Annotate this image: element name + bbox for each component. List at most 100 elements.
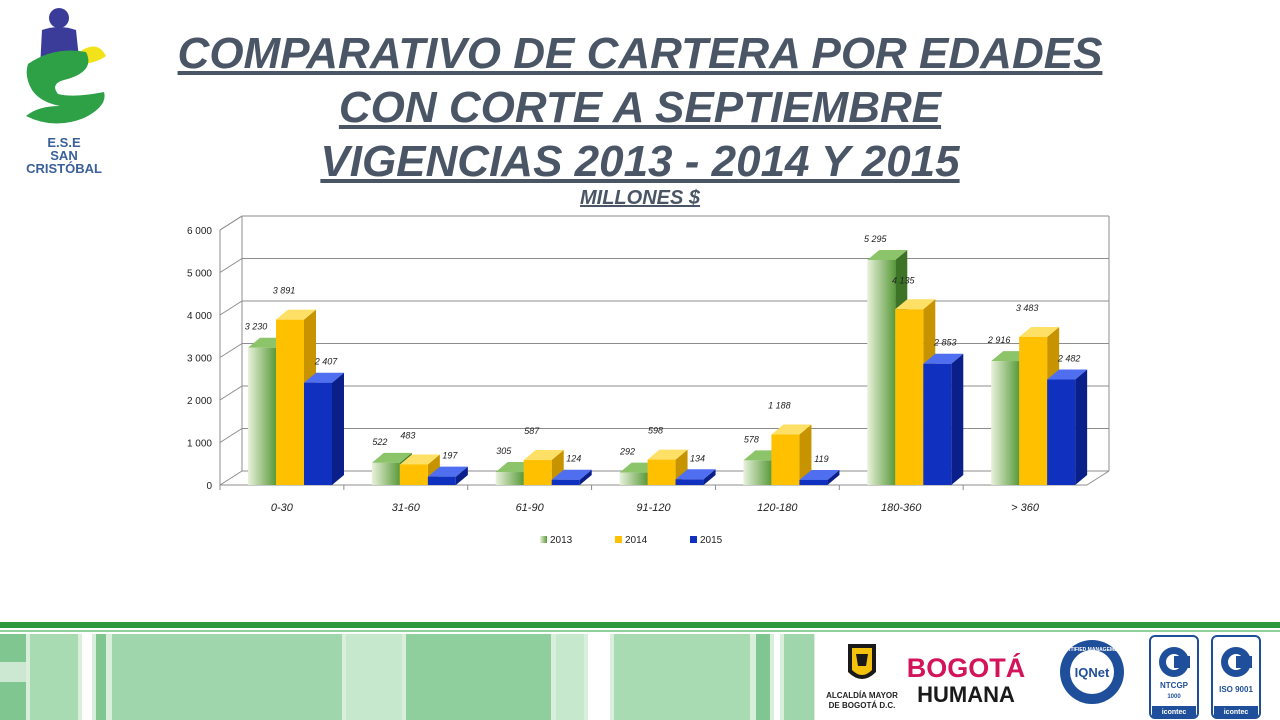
ntcgp-label: NTCGP <box>1160 681 1189 690</box>
y-tick-label: 4 000 <box>187 311 212 322</box>
data-label: 197 <box>442 451 458 461</box>
bar-side <box>579 469 592 485</box>
x-tick-label: 180-360 <box>881 502 922 514</box>
legend-swatch <box>540 536 547 543</box>
bar-top <box>799 469 840 480</box>
humana-wordmark: HUMANA <box>917 682 1015 707</box>
ese-san-cristobal-logo: E.S.E SAN CRISTÓBAL <box>14 6 114 181</box>
bar-top <box>304 372 344 383</box>
data-label: 587 <box>524 426 540 436</box>
bar <box>991 361 1020 485</box>
grid-depth-line <box>219 470 243 486</box>
legend-label: 2015 <box>700 535 723 546</box>
alcaldia-shield-icon <box>848 644 876 679</box>
data-label: 124 <box>566 454 581 464</box>
grid-depth-line <box>219 300 243 316</box>
iqnet-ring-text: CERTIFIED MANAGEMENT <box>1060 647 1124 653</box>
y-tick-label: 0 <box>206 481 212 492</box>
iso-9001-seal-icon <box>1211 635 1261 719</box>
bar-top <box>675 469 716 480</box>
bar <box>647 459 676 485</box>
y-tick-label: 2 000 <box>187 396 212 407</box>
y-tick-label: 3 000 <box>187 354 212 365</box>
data-label: 2 916 <box>987 335 1011 345</box>
data-label: 4 135 <box>892 275 916 285</box>
grid-depth-line <box>219 343 243 358</box>
data-label: 598 <box>648 426 663 436</box>
data-label: 3 891 <box>273 286 296 296</box>
x-tick-label: 0-30 <box>271 502 294 514</box>
bar <box>276 319 304 485</box>
bar <box>867 259 896 485</box>
y-tick-label: 6 000 <box>187 226 212 237</box>
bar-top <box>923 353 964 364</box>
wall-top-edge <box>219 215 243 231</box>
ntcgp-number: 1000 <box>1167 694 1181 700</box>
logo-text-line1: E.S.E <box>47 135 81 150</box>
data-label: 134 <box>690 453 705 463</box>
iqnet-label: IQNet <box>1075 665 1110 680</box>
data-label: 119 <box>814 454 828 464</box>
title-line-2: CON CORTE A SEPTIEMBRE <box>338 83 942 132</box>
data-label: 522 <box>372 437 387 447</box>
bar-side <box>1075 369 1088 485</box>
data-label: 2 407 <box>314 357 339 367</box>
legend-label: 2013 <box>550 535 573 546</box>
data-label: 1 188 <box>768 401 791 411</box>
data-label: 292 <box>619 447 635 457</box>
data-label: 3 483 <box>1016 303 1039 313</box>
bar <box>523 460 552 485</box>
bar <box>371 462 400 485</box>
bar <box>399 464 428 485</box>
grid-depth-line <box>219 428 243 443</box>
bar-top <box>771 424 812 435</box>
bar <box>895 309 924 485</box>
bar <box>495 472 524 485</box>
data-label: 305 <box>496 446 512 456</box>
ntcgp-seal-icon <box>1149 635 1199 719</box>
bar <box>551 479 580 485</box>
icontec-label-2: icontec <box>1224 709 1249 716</box>
data-label: 5 295 <box>864 234 888 244</box>
bar-top <box>1047 369 1088 380</box>
x-tick-label: 31-60 <box>392 502 421 514</box>
bar-chart: 0 1 000 2 000 3 000 4 000 5 000 6 000 0-30 3 230… <box>187 215 1110 546</box>
bar <box>1019 336 1048 485</box>
legend-label: 2014 <box>625 535 648 546</box>
bar-side <box>703 469 716 485</box>
bar <box>923 363 952 485</box>
logo-figure-icon <box>26 8 106 124</box>
bar-top <box>371 452 412 463</box>
legend-swatch <box>615 536 622 543</box>
data-label: 2 482 <box>1057 354 1081 364</box>
grid-depth-line <box>219 258 243 273</box>
bar-top <box>276 309 316 320</box>
bar-top <box>647 449 688 460</box>
bar <box>771 434 800 485</box>
y-tick-label: 1 000 <box>187 439 212 450</box>
bar <box>248 347 276 485</box>
y-tick-label: 5 000 <box>187 269 212 280</box>
x-tick-label: 91-120 <box>636 502 671 514</box>
title-line-3: VIGENCIAS 2013 - 2014 Y 2015 <box>320 137 960 186</box>
floor-right-edge <box>1086 470 1110 486</box>
bar <box>304 382 332 485</box>
bar-side <box>332 372 344 485</box>
logo-text-line2: SAN <box>50 148 78 163</box>
bar-side <box>799 424 812 485</box>
title-line-1: COMPARATIVO DE CARTERA POR EDADES <box>177 29 1103 78</box>
bar-top <box>399 454 440 465</box>
x-tick-label: > 360 <box>1011 502 1040 514</box>
x-tick-label: 120-180 <box>757 502 798 514</box>
bar <box>619 472 648 485</box>
bar <box>675 479 704 485</box>
data-label: 483 <box>400 430 415 440</box>
bar-top <box>551 469 592 480</box>
bar-top <box>523 450 564 461</box>
bar-side <box>827 469 840 485</box>
alcaldia-label-2: DE BOGOTÁ D.C. <box>829 701 896 710</box>
bar-top <box>1019 326 1060 337</box>
bar-top <box>895 299 936 310</box>
chart-subtitle: MILLONES $ <box>579 187 700 209</box>
grid-depth-line <box>219 385 243 401</box>
